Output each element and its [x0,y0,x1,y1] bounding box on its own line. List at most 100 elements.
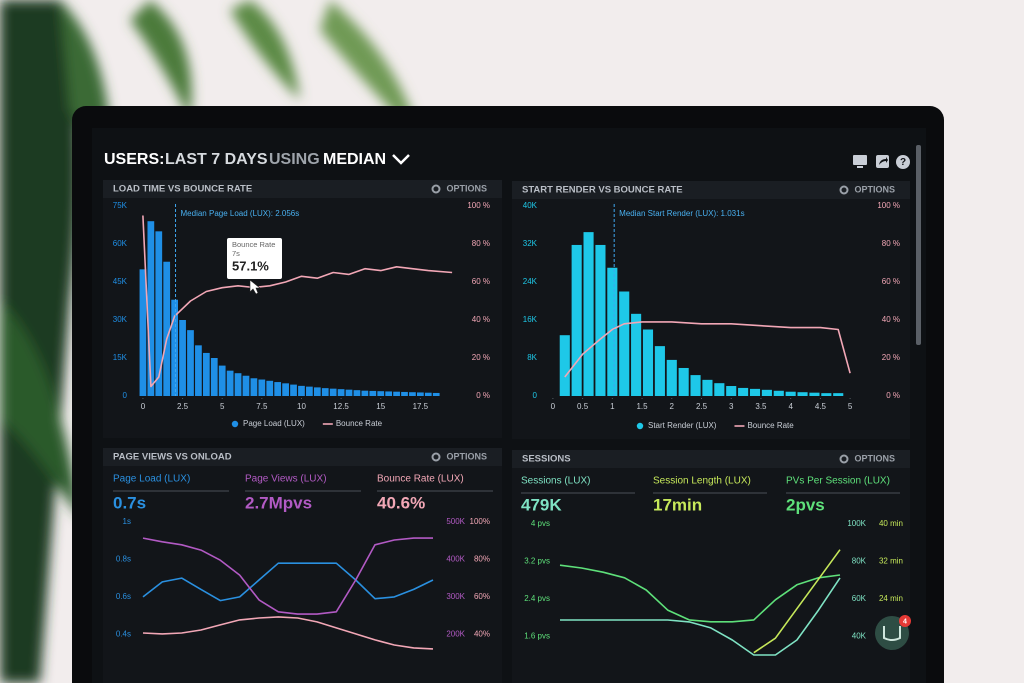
line [753,549,841,654]
bar [155,231,163,396]
bar [147,221,155,396]
bar [749,388,761,396]
y-tick-label: 0.4s [116,629,131,638]
options-button[interactable]: OPTIONS [854,453,895,463]
bar [337,389,345,396]
bar [726,386,737,396]
monitor-icon[interactable] [853,155,867,168]
y-tick-label: 8K [527,353,537,362]
legend-label: Bounce Rate [747,421,794,430]
y2-tick-label: 40 % [472,315,490,324]
bar [313,387,321,396]
share-icon[interactable] [876,155,889,168]
y2-tick-label: 100K [847,519,866,528]
bar [369,390,377,396]
y-tick-label: 0 [533,391,538,400]
x-tick-label: 15 [376,402,385,411]
x-tick-label: 3.5 [755,402,767,411]
panel [512,450,910,683]
options-icon [839,454,849,464]
bar [773,390,784,396]
bar [258,379,266,396]
options-icon [839,185,849,195]
y2-tick-label: 20 % [882,353,900,362]
panel-title: PAGE VIEWS VS ONLOAD [113,452,232,463]
bar [631,313,642,396]
bar [583,232,594,396]
header-users: USERS: [104,151,164,168]
header-using: USING [269,151,320,168]
y2-tick-label: 500K [446,517,465,526]
options-button[interactable]: OPTIONS [446,183,487,193]
x-tick-label: 5 [848,402,853,411]
y2-tick-label: 40K [852,631,867,640]
bar [571,244,582,396]
y2-tick-label: 400K [446,555,465,564]
bar [595,244,606,396]
bar [666,359,677,396]
y2-tick-label: 80 % [472,239,490,248]
y2-tick-label: 300K [446,592,465,601]
dashboard: USERS: LAST 7 DAYS USING MEDIAN ? LOAD T… [103,145,921,683]
panel-title: START RENDER VS BOUNCE RATE [522,185,683,196]
y2-tick-label: 0 % [886,391,900,400]
bar [761,389,772,396]
x-tick-label: 17.5 [413,402,429,411]
bar [690,375,701,396]
panel-header [512,450,910,468]
dropdown-chevron[interactable] [392,154,410,165]
bar [393,391,400,396]
y3-tick-label: 40 min [879,519,903,528]
y2-tick-label: 100 % [877,201,900,210]
y2-tick-label: 80 % [882,239,900,248]
legend-label: Bounce Rate [336,419,383,428]
header-stat[interactable]: MEDIAN [323,151,386,168]
y2-tick-label: 80K [852,557,867,566]
bar [654,346,665,396]
y2-tick-label: 60 % [472,277,490,286]
y2-tick-label: 40 % [882,315,900,324]
bar [306,386,313,396]
bar [809,392,820,396]
y2-tick-label: 20 % [472,353,490,362]
kpi-value: 2pvs [786,495,825,514]
kpi-label: Page Load (LUX) [113,474,190,485]
header-range[interactable]: LAST 7 DAYS [165,151,268,168]
options-button[interactable]: OPTIONS [854,184,895,194]
bar [785,391,796,396]
scrollbar[interactable] [916,145,921,345]
help-icon[interactable]: ? [896,155,910,169]
bar [163,261,171,396]
kpi-value: 17min [653,495,702,514]
kpi-label: PVs Per Session (LUX) [786,476,890,487]
y3-tick-label: 32 min [879,557,903,566]
bar [345,389,353,396]
y-tick-label: 1s [123,517,131,526]
bar [642,329,654,396]
x-tick-label: 7.5 [256,402,268,411]
bar [179,320,186,396]
x-tick-label: 2.5 [696,402,708,411]
bar [282,383,289,396]
bar [559,335,570,396]
bar [714,383,725,396]
bar [139,269,147,396]
y3-tick-label: 24 min [879,594,903,603]
bar [377,391,385,396]
bar [678,367,689,396]
bar [821,393,832,396]
x-tick-label: 0.5 [577,402,589,411]
bar [234,373,242,396]
y-tick-label: 16K [523,315,538,324]
chat-button[interactable]: 4 [875,615,911,650]
bar [833,393,844,396]
bar [329,388,337,396]
options-button[interactable]: OPTIONS [446,451,487,461]
bar [290,384,297,396]
bar [226,370,234,396]
y3-tick-label: 80% [474,555,490,564]
y-tick-label: 24K [523,277,538,286]
x-tick-label: 12.5 [333,402,349,411]
x-tick-label: 1.5 [636,402,648,411]
y3-tick-label: 40% [474,629,490,638]
